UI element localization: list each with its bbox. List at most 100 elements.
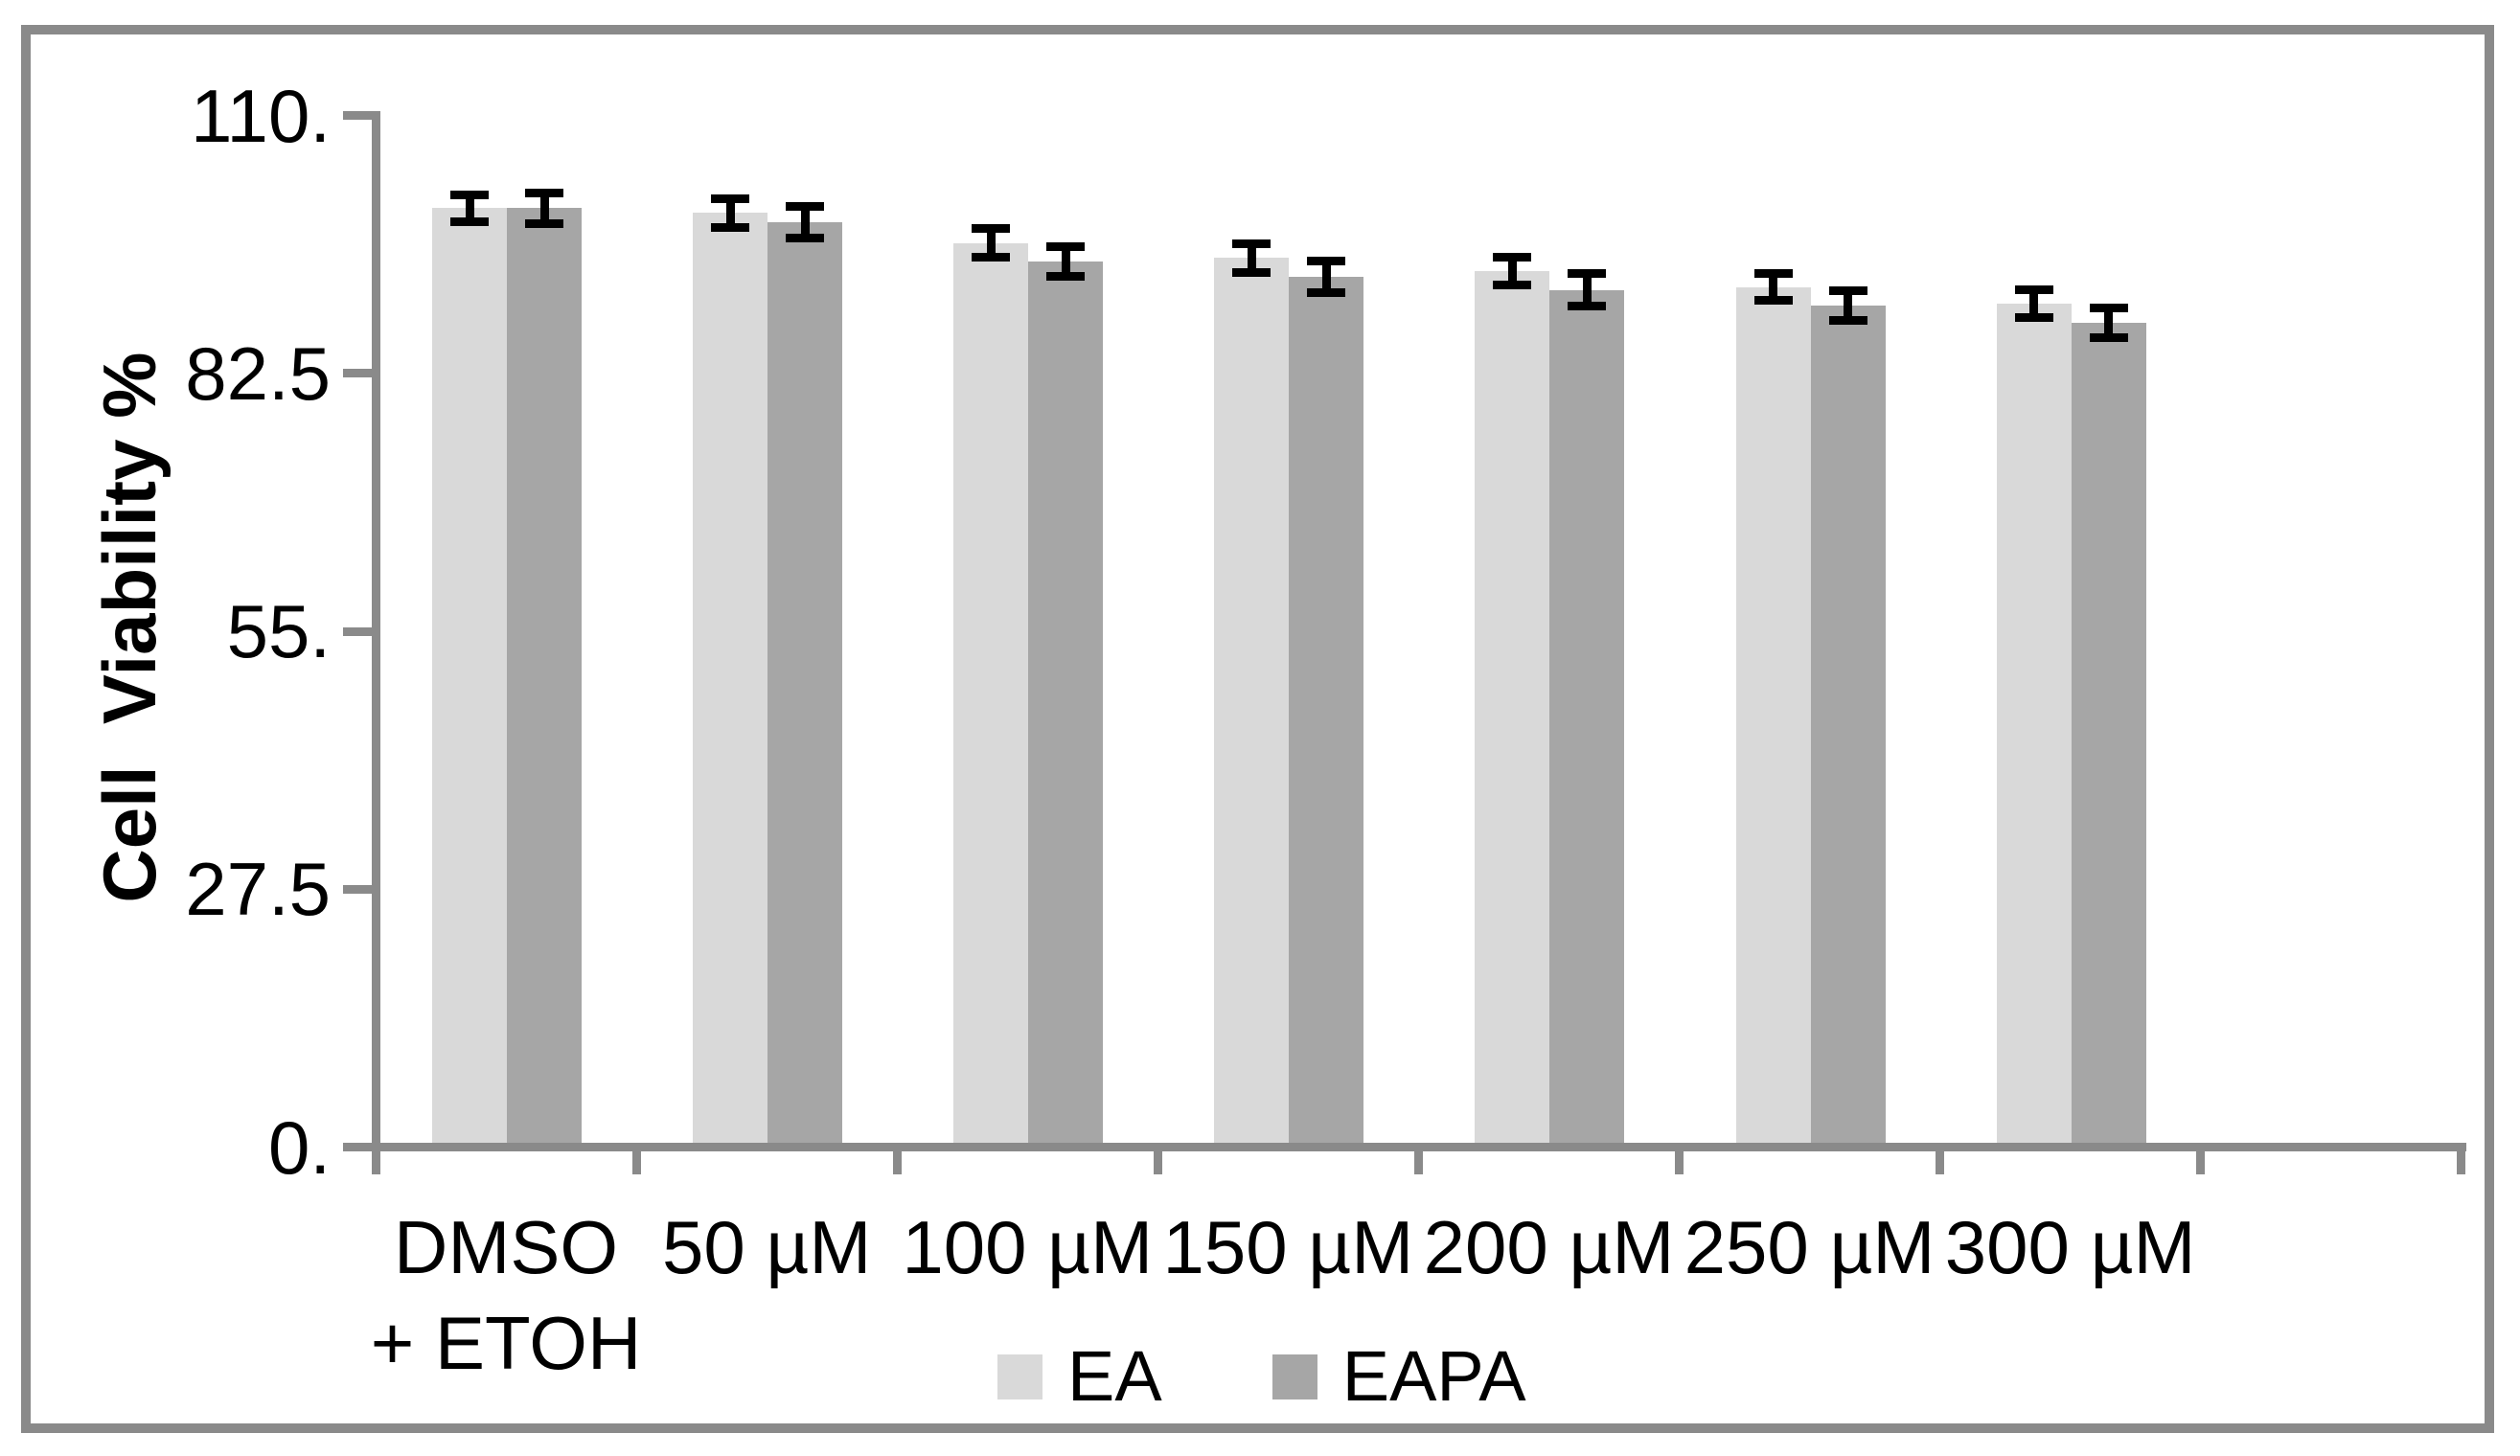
error-bar-cap-top bbox=[1753, 269, 1793, 279]
error-bar-cap-bottom bbox=[450, 216, 489, 226]
figure-border bbox=[21, 25, 2494, 1433]
error-bar-cap-top bbox=[1307, 256, 1346, 265]
error-bar-cap-top bbox=[2089, 303, 2128, 312]
error-bar-cap-top bbox=[1828, 286, 1867, 296]
x-tick bbox=[631, 1151, 641, 1174]
error-bar-line bbox=[2104, 307, 2114, 338]
error-bar-cap-bottom bbox=[711, 222, 750, 232]
error-bar-cap-bottom bbox=[2089, 333, 2128, 343]
y-tick-label: 82.5 bbox=[185, 330, 331, 416]
error-bar-cap-bottom bbox=[1493, 281, 1532, 290]
x-tick bbox=[1675, 1151, 1684, 1174]
x-tick bbox=[2457, 1151, 2466, 1174]
error-bar-cap-top bbox=[1493, 252, 1532, 262]
y-tick bbox=[343, 369, 372, 378]
category-label-4: 200 µM bbox=[1399, 1199, 1698, 1295]
bar-eapa-4 bbox=[1549, 289, 1625, 1143]
error-bar-line bbox=[1582, 273, 1592, 307]
category-label-6: 300 µM bbox=[1921, 1199, 2220, 1295]
error-bar-cap-top bbox=[786, 201, 825, 211]
bar-ea-2 bbox=[953, 242, 1029, 1143]
y-tick-label: 55. bbox=[226, 589, 331, 673]
bar-ea-5 bbox=[1735, 286, 1811, 1143]
error-bar-cap-top bbox=[525, 189, 563, 198]
error-bar-cap-bottom bbox=[2014, 313, 2053, 323]
legend: EA EAPA bbox=[997, 1339, 1526, 1414]
error-bar-cap-top bbox=[972, 224, 1011, 234]
category-label-1: 50 µM bbox=[617, 1199, 916, 1295]
legend-label-ea: EA bbox=[1067, 1336, 1162, 1416]
y-axis-line bbox=[372, 111, 380, 1174]
category-label-line: 200 µM bbox=[1423, 1205, 1675, 1289]
legend-item-eapa: EAPA bbox=[1271, 1336, 1526, 1416]
category-label-2: 100 µM bbox=[878, 1199, 1177, 1295]
error-bar-line bbox=[1507, 257, 1517, 285]
category-label-0: DMSO + ETOH bbox=[356, 1199, 655, 1391]
category-label-line: 250 µM bbox=[1684, 1205, 1936, 1289]
error-bar-cap-bottom bbox=[1568, 301, 1607, 310]
error-bar-line bbox=[539, 193, 549, 224]
bar-eapa-6 bbox=[2071, 322, 2146, 1143]
x-tick bbox=[1936, 1151, 1945, 1174]
bar-eapa-5 bbox=[1810, 306, 1886, 1143]
bar-ea-4 bbox=[1475, 271, 1550, 1143]
error-bar-cap-bottom bbox=[1046, 272, 1086, 282]
error-bar-line bbox=[986, 228, 996, 258]
error-bar-cap-top bbox=[2014, 285, 2053, 295]
x-tick bbox=[892, 1151, 902, 1174]
error-bar-cap-bottom bbox=[1753, 295, 1793, 305]
category-label-line: DMSO bbox=[394, 1205, 619, 1289]
x-tick bbox=[1153, 1151, 1162, 1174]
legend-label-eapa: EAPA bbox=[1341, 1336, 1526, 1416]
x-axis-line bbox=[372, 1143, 2466, 1151]
bar-eapa-3 bbox=[1289, 276, 1364, 1143]
y-tick bbox=[343, 626, 372, 636]
error-bar-cap-top bbox=[1568, 269, 1607, 279]
x-tick bbox=[1413, 1151, 1423, 1174]
category-label-line: 50 µM bbox=[661, 1205, 872, 1289]
error-bar-line bbox=[1321, 261, 1331, 293]
error-bar-cap-top bbox=[1046, 242, 1086, 252]
legend-swatch-ea bbox=[997, 1354, 1042, 1399]
error-bar-cap-bottom bbox=[525, 218, 563, 228]
error-bar-cap-bottom bbox=[1232, 267, 1271, 277]
error-bar-cap-bottom bbox=[1307, 288, 1346, 298]
category-label-line: + ETOH bbox=[370, 1301, 642, 1385]
legend-item-ea: EA bbox=[997, 1341, 1162, 1412]
y-tick bbox=[343, 1143, 372, 1151]
error-bar-line bbox=[465, 194, 474, 222]
bar-ea-3 bbox=[1214, 258, 1290, 1143]
error-bar-line bbox=[1061, 246, 1070, 277]
bar-ea-0 bbox=[432, 208, 507, 1143]
bar-ea-1 bbox=[693, 213, 768, 1143]
y-tick bbox=[343, 884, 372, 894]
error-bar-cap-top bbox=[711, 194, 750, 204]
category-label-line: 100 µM bbox=[902, 1205, 1154, 1289]
legend-swatch-eapa bbox=[1271, 1354, 1317, 1399]
y-tick-label: 110. bbox=[190, 73, 331, 158]
category-label-line: 150 µM bbox=[1162, 1205, 1414, 1289]
x-tick bbox=[2196, 1151, 2206, 1174]
error-bar-cap-top bbox=[450, 191, 489, 200]
y-tick bbox=[343, 111, 372, 120]
error-bar-line bbox=[800, 206, 810, 239]
category-label-5: 250 µM bbox=[1661, 1199, 1959, 1295]
bar-eapa-2 bbox=[1028, 262, 1104, 1143]
error-bar-cap-top bbox=[1232, 239, 1271, 249]
error-bar-cap-bottom bbox=[972, 252, 1011, 262]
y-tick-label: 0. bbox=[267, 1104, 331, 1190]
error-bar-cap-bottom bbox=[1828, 316, 1867, 326]
error-bar-cap-bottom bbox=[786, 234, 825, 243]
x-tick bbox=[371, 1151, 380, 1174]
category-label-3: 150 µM bbox=[1138, 1199, 1437, 1295]
bar-eapa-1 bbox=[767, 222, 843, 1143]
error-bar-line bbox=[1844, 290, 1852, 321]
error-bar-line bbox=[2029, 289, 2039, 318]
bar-eapa-0 bbox=[507, 208, 582, 1143]
error-bar-line bbox=[1247, 243, 1256, 272]
error-bar-line bbox=[1769, 273, 1777, 301]
category-label-line: 300 µM bbox=[1944, 1205, 2196, 1289]
y-tick-label: 27.5 bbox=[185, 847, 331, 932]
error-bar-line bbox=[725, 198, 735, 227]
